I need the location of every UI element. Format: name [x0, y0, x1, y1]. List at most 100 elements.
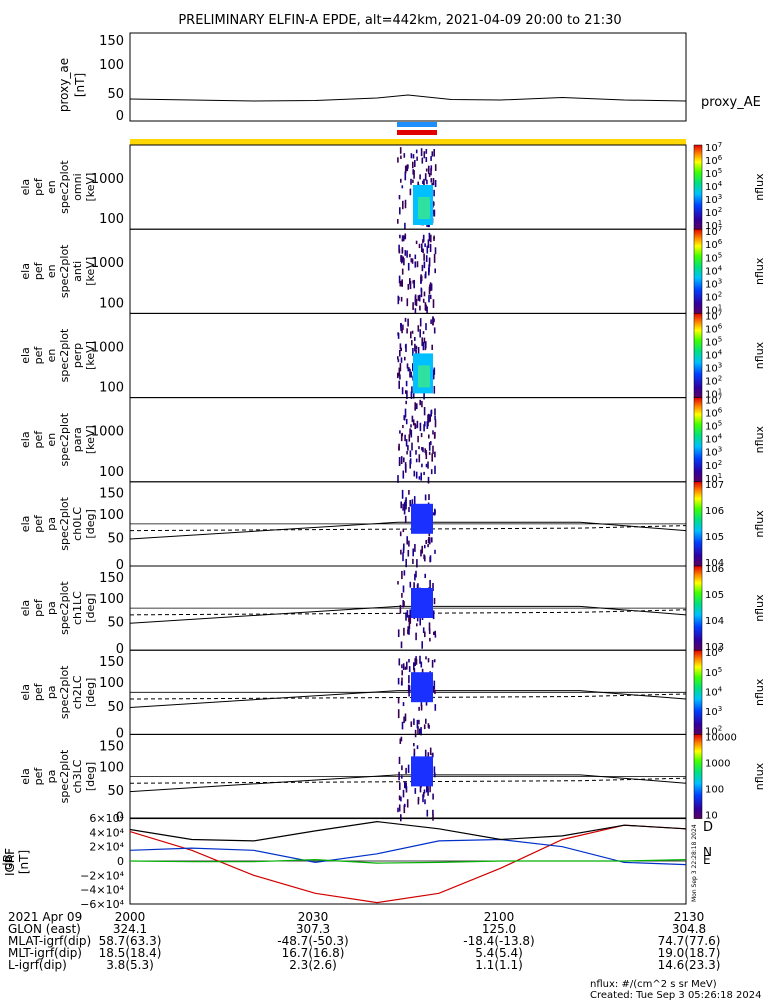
spectrogram-pixel — [406, 298, 409, 307]
spectrogram-pixel — [434, 465, 436, 474]
spectrogram-pixel — [427, 752, 430, 761]
spectrogram-pixel — [432, 610, 435, 620]
spectrogram-pixel — [401, 185, 404, 189]
spectrogram-pixel — [420, 549, 422, 557]
colorbar-tick: 103 — [705, 362, 722, 375]
proxy-ae-frame — [129, 32, 687, 122]
spectrogram-pixel — [404, 408, 407, 418]
spectrogram-pixel — [416, 156, 418, 161]
spectrogram-pixel — [433, 209, 436, 217]
spectrogram-pixel — [405, 400, 407, 405]
spectrogram-pixel — [414, 573, 416, 581]
ylabel-line: pef — [32, 430, 45, 449]
spectrogram-pixel — [429, 282, 432, 292]
spectrogram-pixel — [415, 149, 418, 154]
spectrogram-pixel — [433, 253, 436, 263]
spectrogram-pixel — [397, 677, 400, 685]
db-tick: 0 — [117, 855, 124, 868]
spectrogram-pixel — [402, 503, 404, 511]
spectrogram-pixel — [400, 178, 402, 183]
spectrogram-pixel — [408, 507, 410, 513]
footer-label: GLON (east) — [8, 922, 81, 936]
spectrogram-pixel — [421, 447, 423, 451]
ytick-50: 50 — [107, 616, 124, 631]
spectrogram-pixel — [410, 153, 413, 159]
footer-value: 3.8(5.3) — [106, 958, 154, 972]
spectrogram-core — [411, 503, 433, 534]
colorbar-tick: 105 — [705, 167, 722, 180]
colorbar-tick: 107 — [705, 225, 722, 238]
spectrogram-pixel — [408, 367, 410, 371]
ylabel-line: ela — [19, 684, 32, 701]
spectrogram-pixel — [414, 402, 416, 410]
spectrogram-pixel — [428, 628, 431, 635]
colorbar-tick: 102 — [705, 459, 722, 472]
ylabel-line: para — [71, 427, 84, 452]
spectrogram-pixel — [402, 702, 405, 707]
spectrogram-pixel — [412, 363, 414, 372]
colorbar-tick: 105 — [705, 335, 722, 348]
spectrogram-pixel — [430, 178, 433, 183]
colorbar-tick: 104 — [705, 180, 723, 193]
spectrogram-pixel — [400, 357, 403, 363]
spectrogram-pixel — [428, 494, 430, 500]
spectrogram-pixel — [424, 544, 426, 549]
spectrogram-pixel — [432, 299, 435, 308]
db-tick: −6×10⁴ — [80, 898, 124, 911]
spectrogram-pixel — [415, 404, 418, 408]
spectrogram-pixel — [404, 317, 407, 322]
spectrogram-pixel — [424, 243, 426, 248]
spectrogram-pixel — [400, 501, 402, 509]
spectrogram-pixel — [425, 323, 427, 331]
spectrogram-pixel — [425, 451, 428, 460]
spectrogram-pixel — [409, 581, 412, 588]
spectrogram-pixel — [406, 250, 408, 258]
spectrogram-pixel — [428, 267, 430, 276]
ylabel-line: ch1LC — [71, 591, 84, 625]
created-stamp: Created: Tue Sep 3 05:26:18 2024 — [590, 990, 762, 1000]
spectrogram-pixel — [413, 743, 415, 747]
footer-value: -48.7(-50.3) — [277, 934, 348, 948]
spectrogram-pixel — [403, 153, 406, 158]
panel-ela_pef_pa_spec2plot_ch2LC: ela pef pa spec2plot ch2LC [deg]0501001501021… — [19, 646, 766, 741]
spectrogram-pixel — [408, 627, 410, 635]
spectrogram-pixel — [434, 689, 436, 694]
spectrogram-pixel — [433, 149, 435, 157]
spectrogram-pixel — [406, 450, 408, 455]
spectrogram-pixel — [405, 390, 407, 394]
panel-ela_pef_pa_spec2plot_ch3LC: ela pef pa spec2plot ch3LC [deg] 0 50 100 150 10 10… — [19, 732, 766, 825]
spectrogram-pixel — [422, 794, 424, 803]
proxy-ae-ylabel-2: [nT] — [73, 73, 87, 97]
colorbar-tick: 102 — [705, 290, 722, 303]
ylabel-line: pef — [32, 767, 45, 786]
ytick-100: 100 — [99, 760, 124, 775]
spectrogram-pixel — [427, 223, 430, 228]
spectrogram-pixel — [431, 660, 434, 668]
footer-value: 2030 — [298, 910, 329, 924]
spectrogram-pixel — [397, 372, 399, 379]
spectrogram-pixel — [406, 328, 408, 334]
proxy-ae-tick-0: 0 — [116, 109, 124, 124]
ylabel-line: spec2plot — [58, 328, 71, 382]
ytick-100: 100 — [99, 676, 124, 691]
spectrogram-pixel — [399, 207, 401, 215]
ylabel-line: [keV] — [84, 341, 97, 370]
spectrogram-pixel — [412, 280, 414, 284]
spectrogram-pixel — [419, 655, 421, 664]
time-axis-footer: 2021 Apr 09 2000 2030 2100 2130 GLON (east) 32… — [8, 910, 720, 972]
panel-ela_pef_pa_spec2plot_ch1LC: ela pef pa spec2plot ch1LC [deg]0501001501031… — [19, 564, 766, 657]
spectrogram-pixel — [409, 253, 411, 258]
db-legend-e: E — [703, 853, 711, 867]
spectrogram-pixel — [401, 664, 403, 669]
spectrogram-pixel — [397, 219, 399, 224]
ytick-1000: 1000 — [91, 256, 124, 271]
footer-value: 304.8 — [672, 922, 706, 936]
spectrogram-pixel — [421, 264, 424, 272]
spectrogram-pixel — [415, 450, 417, 455]
spectrogram-pixel — [407, 318, 409, 327]
colorbar-tick: 106 — [705, 646, 723, 659]
spectrogram-pixel — [408, 659, 410, 663]
spectrogram-pixel — [399, 374, 401, 380]
colorbar-tick: 102 — [705, 206, 722, 219]
